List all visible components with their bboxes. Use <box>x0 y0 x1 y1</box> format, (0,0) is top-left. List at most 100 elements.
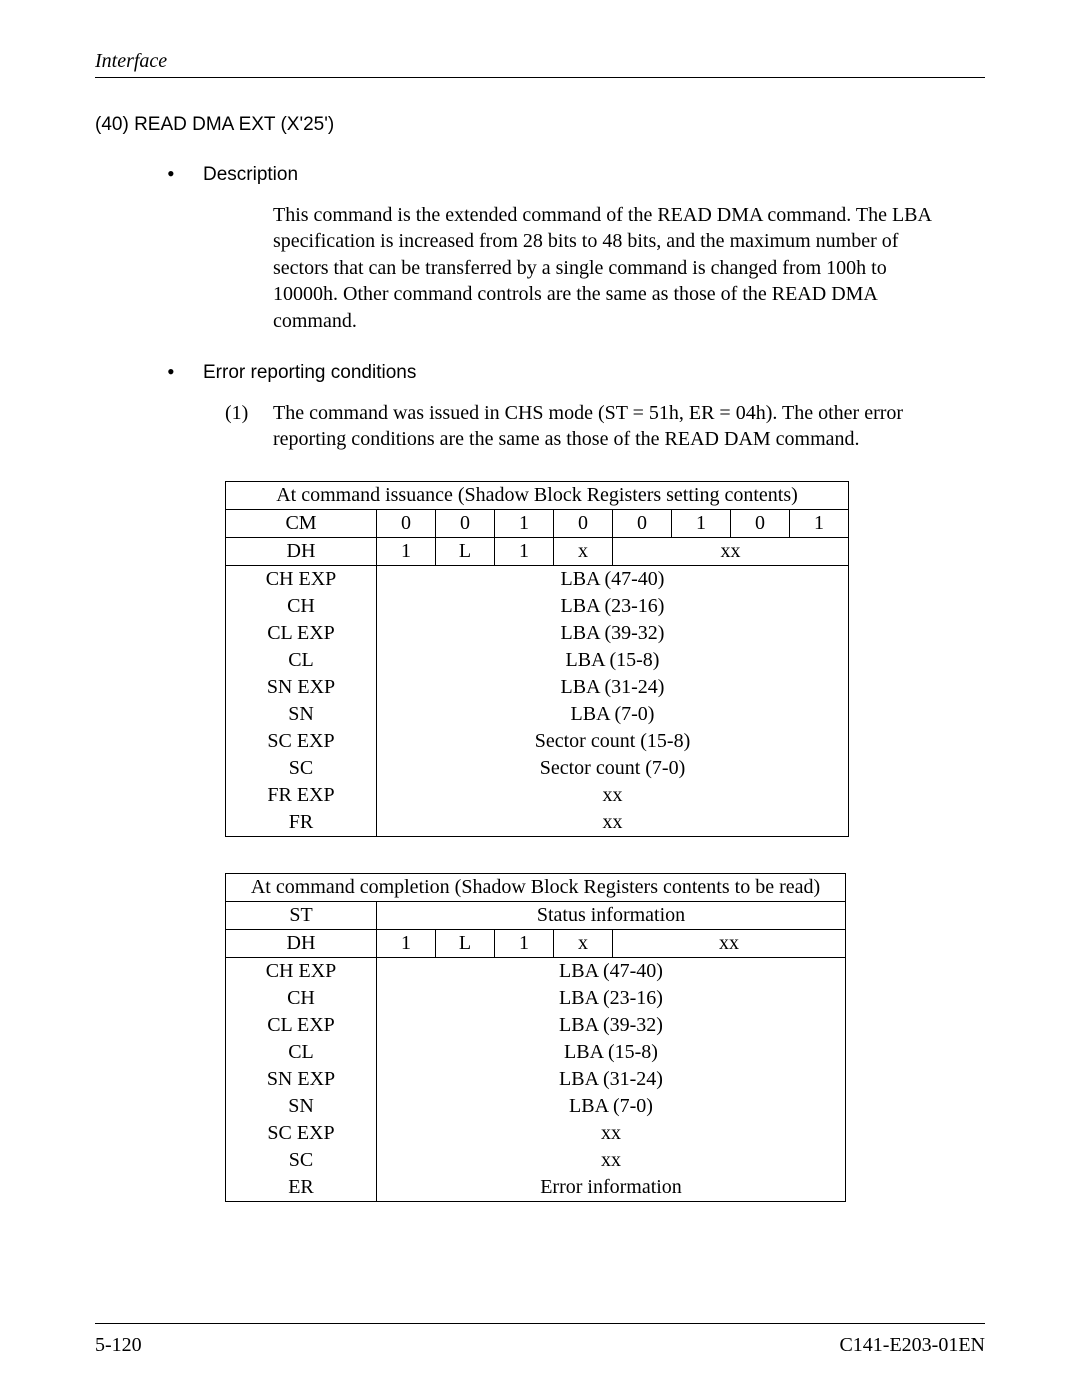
table-row: SNLBA (7-0) <box>226 701 849 728</box>
reg-value: LBA (7-0) <box>377 701 849 728</box>
bit-cell: 0 <box>554 509 613 537</box>
table-row: SCSector count (7-0) <box>226 755 849 782</box>
reg-label: SN <box>226 701 377 728</box>
page-number: 5-120 <box>95 1334 142 1357</box>
reg-value: xx <box>377 782 849 809</box>
reg-label: DH <box>226 537 377 565</box>
reg-value: LBA (23-16) <box>377 593 849 620</box>
table-row: SC EXPxx <box>226 1120 846 1147</box>
table-row: CHLBA (23-16) <box>226 985 846 1012</box>
bit-cell: 1 <box>377 929 436 957</box>
reg-label: CL <box>226 1039 377 1066</box>
bullet-error-reporting: • Error reporting conditions <box>167 362 985 384</box>
reg-value: xx <box>377 809 849 837</box>
bullet-label: Description <box>203 164 298 186</box>
bit-cell: L <box>436 929 495 957</box>
page-footer: 5-120 C141-E203-01EN <box>95 1323 985 1357</box>
table-row: CH EXPLBA (47-40) <box>226 565 849 593</box>
reg-label: CL EXP <box>226 620 377 647</box>
completion-register-table: At command completion (Shadow Block Regi… <box>225 873 846 1202</box>
reg-label: FR <box>226 809 377 837</box>
reg-value: LBA (31-24) <box>377 1066 846 1093</box>
bit-cell: 0 <box>731 509 790 537</box>
reg-label: CH EXP <box>226 565 377 593</box>
bit-cell: 0 <box>436 509 495 537</box>
bullet-label: Error reporting conditions <box>203 362 416 384</box>
condition-text: The command was issued in CHS mode (ST =… <box>273 400 945 453</box>
reg-value: Sector count (7-0) <box>377 755 849 782</box>
bit-cell: 1 <box>495 929 554 957</box>
reg-label: SN <box>226 1093 377 1120</box>
description-text: This command is the extended command of … <box>273 202 945 334</box>
bit-cell: 1 <box>790 509 849 537</box>
reg-label: CL <box>226 647 377 674</box>
reg-label: CH <box>226 985 377 1012</box>
bit-cell: 1 <box>672 509 731 537</box>
table-row: DH 1 L 1 x xx <box>226 537 849 565</box>
page: Interface (40) READ DMA EXT (X'25') • De… <box>0 0 1080 1397</box>
reg-value: Sector count (15-8) <box>377 728 849 755</box>
table-row: CL EXPLBA (39-32) <box>226 620 849 647</box>
issuance-register-table: At command issuance (Shadow Block Regist… <box>225 481 849 837</box>
reg-label: CL EXP <box>226 1012 377 1039</box>
bit-cell: x <box>554 929 613 957</box>
table-row: SC EXPSector count (15-8) <box>226 728 849 755</box>
table-caption: At command completion (Shadow Block Regi… <box>226 873 846 901</box>
bit-cell: x <box>554 537 613 565</box>
bit-cell: xx <box>613 929 846 957</box>
table-row: DH 1 L 1 x xx <box>226 929 846 957</box>
table-row: CM 0 0 1 0 0 1 0 1 <box>226 509 849 537</box>
table-row: CHLBA (23-16) <box>226 593 849 620</box>
reg-value: xx <box>377 1120 846 1147</box>
reg-label: SC <box>226 755 377 782</box>
numbered-condition: (1) The command was issued in CHS mode (… <box>225 400 945 453</box>
reg-label: ER <box>226 1174 377 1202</box>
bit-cell: 1 <box>495 537 554 565</box>
section-title: (40) READ DMA EXT (X'25') <box>95 114 985 136</box>
reg-value: Status information <box>377 901 846 929</box>
reg-label: SC EXP <box>226 1120 377 1147</box>
table-row: ST Status information <box>226 901 846 929</box>
bullet-description: • Description <box>167 164 985 186</box>
doc-code: C141-E203-01EN <box>839 1334 985 1357</box>
reg-value: LBA (7-0) <box>377 1093 846 1120</box>
bit-cell: 1 <box>495 509 554 537</box>
table-row: SNLBA (7-0) <box>226 1093 846 1120</box>
reg-value: LBA (23-16) <box>377 985 846 1012</box>
reg-value: xx <box>377 1147 846 1174</box>
bit-cell: L <box>436 537 495 565</box>
reg-value: LBA (39-32) <box>377 620 849 647</box>
table-row: ERError information <box>226 1174 846 1202</box>
bit-cell: xx <box>613 537 849 565</box>
table-row: SN EXPLBA (31-24) <box>226 674 849 701</box>
reg-value: LBA (47-40) <box>377 957 846 985</box>
reg-value: LBA (47-40) <box>377 565 849 593</box>
reg-label: SC EXP <box>226 728 377 755</box>
page-header: Interface <box>95 50 985 78</box>
table-caption: At command issuance (Shadow Block Regist… <box>226 481 849 509</box>
bit-cell: 0 <box>377 509 436 537</box>
bit-cell: 1 <box>377 537 436 565</box>
table-row: CLLBA (15-8) <box>226 1039 846 1066</box>
bullet-dot-icon: • <box>167 362 203 382</box>
table-row: CLLBA (15-8) <box>226 647 849 674</box>
reg-label: ST <box>226 901 377 929</box>
reg-value: LBA (39-32) <box>377 1012 846 1039</box>
reg-value: Error information <box>377 1174 846 1202</box>
reg-value: LBA (15-8) <box>377 1039 846 1066</box>
table-row: FRxx <box>226 809 849 837</box>
condition-number: (1) <box>225 400 273 453</box>
reg-value: LBA (31-24) <box>377 674 849 701</box>
bit-cell: 0 <box>613 509 672 537</box>
bullet-dot-icon: • <box>167 164 203 184</box>
reg-value: LBA (15-8) <box>377 647 849 674</box>
table-row: FR EXPxx <box>226 782 849 809</box>
reg-label: CM <box>226 509 377 537</box>
table-row: SN EXPLBA (31-24) <box>226 1066 846 1093</box>
reg-label: FR EXP <box>226 782 377 809</box>
reg-label: SN EXP <box>226 674 377 701</box>
reg-label: SN EXP <box>226 1066 377 1093</box>
reg-label: DH <box>226 929 377 957</box>
table-row: CL EXPLBA (39-32) <box>226 1012 846 1039</box>
table-row: CH EXPLBA (47-40) <box>226 957 846 985</box>
